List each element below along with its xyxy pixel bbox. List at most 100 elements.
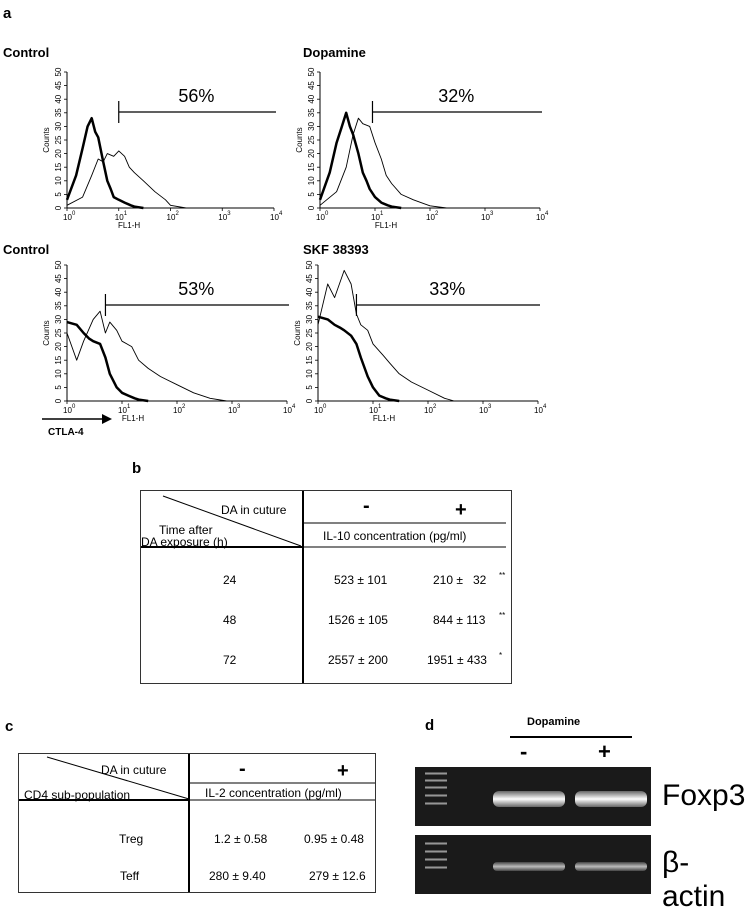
gel-lane-minus: - bbox=[520, 739, 528, 764]
hist-xlabel: FL1-H bbox=[373, 414, 395, 423]
hist-y-tick-label: 5 bbox=[305, 385, 314, 390]
b-col-minus: - bbox=[363, 495, 370, 517]
b-col-plus: + bbox=[455, 499, 467, 521]
hist-x-tick-label: 10 bbox=[536, 213, 545, 222]
b-row-label: 24 bbox=[223, 573, 237, 587]
panel-a-letter: a bbox=[3, 5, 12, 22]
gel-title-bar bbox=[510, 736, 632, 738]
hist-title-skf: SKF 38393 bbox=[303, 242, 369, 257]
panel-d: Dopamine - + bbox=[410, 715, 751, 913]
b-cell-minus: 523 ± 101 bbox=[334, 573, 388, 587]
hist-y-tick-label: 15 bbox=[307, 162, 316, 171]
hist-y-tick-label: 50 bbox=[307, 67, 316, 76]
b-corner-bottom-2: DA exposure (h) bbox=[141, 535, 228, 549]
hist-y-tick-label: 40 bbox=[54, 287, 63, 296]
panel-c-lines bbox=[19, 754, 375, 892]
gel-band-actin-minus bbox=[493, 862, 565, 871]
hist-gate-percent: 56% bbox=[178, 86, 214, 106]
ctla4-arrow bbox=[42, 414, 112, 424]
hist-series-thick bbox=[317, 315, 400, 403]
hist-x-tick-label: 10 bbox=[481, 213, 490, 222]
hist-y-tick-label: 20 bbox=[54, 342, 63, 351]
hist-y-tick-label: 5 bbox=[54, 385, 63, 390]
hist-y-tick-label: 35 bbox=[307, 108, 316, 117]
hist-y-tick-label: 50 bbox=[305, 260, 314, 269]
hist-y-tick-label: 10 bbox=[307, 176, 316, 185]
panel-c-table: DA in cuture CD4 sub-population - + IL-2… bbox=[18, 753, 376, 893]
hist-x-tick-label: 10 bbox=[369, 406, 378, 415]
hist-ylabel: Counts bbox=[295, 127, 304, 152]
hist-title-dopamine: Dopamine bbox=[303, 45, 366, 60]
hist-x-tick-exp: 4 bbox=[279, 211, 283, 217]
hist-x-tick-exp: 3 bbox=[227, 211, 231, 217]
hist-y-tick-label: 30 bbox=[54, 121, 63, 130]
c-col-plus: + bbox=[337, 760, 349, 782]
b-corner-top: DA in cuture bbox=[221, 503, 287, 517]
c-cell-minus: 1.2 ± 0.58 bbox=[214, 832, 268, 846]
gel-band-foxp3-plus bbox=[575, 791, 647, 807]
hist-y-tick-label: 0 bbox=[305, 398, 314, 403]
c-row-label: Treg bbox=[119, 832, 144, 846]
hist-x-tick-exp: 3 bbox=[488, 404, 492, 410]
hist-y-tick-label: 45 bbox=[305, 274, 314, 283]
hist-y-tick-label: 20 bbox=[305, 342, 314, 351]
hist-xlabel: FL1-H bbox=[118, 221, 140, 230]
gel-image bbox=[415, 767, 651, 894]
hist-y-tick-label: 0 bbox=[307, 205, 316, 210]
hist-x-tick-label: 10 bbox=[228, 406, 237, 415]
b-cell-sig: ** bbox=[499, 611, 506, 620]
hist-xlabel: FL1-H bbox=[122, 414, 144, 423]
b-cell-plus: 844 ± 113 bbox=[433, 613, 486, 627]
hist-y-tick-label: 25 bbox=[54, 135, 63, 144]
hist-x-tick-label: 10 bbox=[316, 213, 325, 222]
hist-x-tick-label: 10 bbox=[371, 213, 380, 222]
c-cell-plus: 279 ± 12.6 bbox=[309, 869, 366, 883]
hist-gate-percent: 33% bbox=[429, 279, 465, 299]
hist-y-tick-label: 45 bbox=[54, 81, 63, 90]
hist-y-tick-label: 40 bbox=[305, 287, 314, 296]
b-cell-sig: * bbox=[499, 651, 503, 660]
hist-y-tick-label: 10 bbox=[305, 369, 314, 378]
gel-label-foxp3: Foxp3 bbox=[662, 779, 746, 812]
hist-series-thin bbox=[66, 310, 227, 402]
hist-x-tick-exp: 2 bbox=[433, 404, 437, 410]
hist-ylabel: Counts bbox=[42, 127, 51, 152]
hist-x-tick-exp: 2 bbox=[176, 211, 180, 217]
hist-x-tick-label: 10 bbox=[270, 213, 279, 222]
hist-gate-percent: 32% bbox=[438, 86, 474, 106]
hist-y-tick-label: 15 bbox=[54, 355, 63, 364]
hist-series-thin bbox=[319, 117, 447, 209]
b-corner-bottom-1: Time after bbox=[159, 523, 213, 537]
b-cell-minus: 1526 ± 105 bbox=[328, 613, 388, 627]
hist-x-tick-exp: 0 bbox=[325, 211, 329, 217]
gel-lane-plus: + bbox=[598, 739, 611, 764]
panel-b-letter: b bbox=[132, 460, 142, 477]
hist-y-tick-label: 10 bbox=[54, 369, 63, 378]
hist-title-control-1: Control bbox=[3, 45, 50, 60]
hist-x-tick-exp: 2 bbox=[435, 211, 439, 217]
hist-x-tick-label: 10 bbox=[534, 406, 543, 415]
hist-y-tick-label: 45 bbox=[54, 274, 63, 283]
hist-y-tick-label: 25 bbox=[307, 135, 316, 144]
hist-title-control-2: Control bbox=[3, 242, 50, 257]
panel-a: Control Dopamine Control SKF 38393 0 5 10 1… bbox=[0, 0, 751, 450]
gel-title: Dopamine bbox=[527, 716, 581, 728]
hist-x-tick-exp: 3 bbox=[237, 404, 241, 410]
hist-x-tick-label: 10 bbox=[283, 406, 292, 415]
hist-x-tick-exp: 4 bbox=[543, 404, 547, 410]
hist-y-tick-label: 30 bbox=[305, 314, 314, 323]
b-row-label: 48 bbox=[223, 613, 237, 627]
hist-y-tick-label: 35 bbox=[54, 108, 63, 117]
hist-xlabel: FL1-H bbox=[375, 221, 397, 230]
panel-b-lines bbox=[141, 491, 506, 683]
hist-x-tick-exp: 0 bbox=[72, 404, 76, 410]
hist-x-tick-label: 10 bbox=[63, 406, 72, 415]
hist-x-tick-label: 10 bbox=[426, 213, 435, 222]
hist-y-tick-label: 5 bbox=[54, 192, 63, 197]
hist-y-tick-label: 0 bbox=[54, 205, 63, 210]
hist-y-tick-label: 35 bbox=[54, 301, 63, 310]
b-cell-plus: 210 ± 32 bbox=[433, 573, 487, 587]
hist-y-tick-label: 20 bbox=[307, 149, 316, 158]
hist-series-thick bbox=[318, 111, 402, 210]
